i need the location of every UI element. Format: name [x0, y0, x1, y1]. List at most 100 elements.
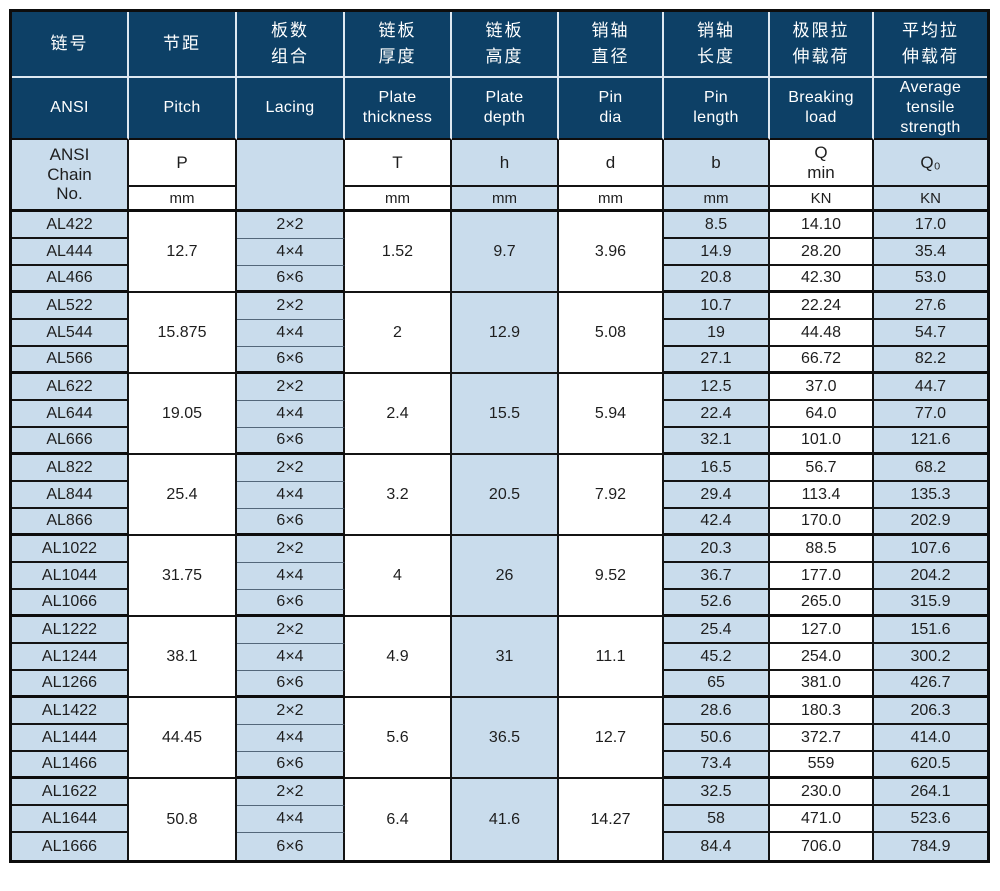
- lacing-cell: 6×6: [237, 833, 345, 860]
- lacing-cell: 2×2: [237, 455, 345, 482]
- average-strength-cell: 414.0: [874, 725, 987, 752]
- breaking-load-cell: 170.0: [770, 509, 874, 536]
- hdr-cn-pin-length: 销轴 长度: [664, 12, 770, 78]
- breaking-load-cell: 42.30: [770, 266, 874, 293]
- plate-depth-cell: 15.5: [452, 374, 559, 455]
- sym-pitch: P: [129, 140, 237, 187]
- lacing-cell: 4×4: [237, 563, 345, 590]
- pitch-cell: 31.75: [129, 536, 237, 617]
- table-row: AL1066 6×6 52.6 265.0 315.9: [12, 590, 987, 617]
- breaking-load-cell: 37.0: [770, 374, 874, 401]
- plate-thickness-cell: 6.4: [345, 779, 452, 860]
- breaking-load-cell: 381.0: [770, 671, 874, 698]
- pin-length-cell: 29.4: [664, 482, 770, 509]
- sym-breaking-load: Q min: [770, 140, 874, 187]
- lacing-cell: 4×4: [237, 401, 345, 428]
- table-row: AL1644 4×4 58 471.0 523.6: [12, 806, 987, 833]
- chain-no-cell: AL1622: [12, 779, 129, 806]
- pin-length-cell: 16.5: [664, 455, 770, 482]
- breaking-load-cell: 127.0: [770, 617, 874, 644]
- pitch-cell: 19.05: [129, 374, 237, 455]
- chain-no-cell: AL1222: [12, 617, 129, 644]
- sym-plate-thickness: T: [345, 140, 452, 187]
- pin-length-cell: 19: [664, 320, 770, 347]
- average-strength-cell: 135.3: [874, 482, 987, 509]
- unit-average-strength: KN: [874, 187, 987, 212]
- lacing-cell: 4×4: [237, 725, 345, 752]
- plate-depth-cell: 9.7: [452, 212, 559, 293]
- table-row: AL1444 4×4 50.6 372.7 414.0: [12, 725, 987, 752]
- unit-pin-length: mm: [664, 187, 770, 212]
- hdr-cn-plate-thickness: 链板 厚度: [345, 12, 452, 78]
- plate-thickness-cell: 2: [345, 293, 452, 374]
- breaking-load-cell: 56.7: [770, 455, 874, 482]
- lacing-cell: 6×6: [237, 428, 345, 455]
- hdr-cn-average-strength: 平均拉 伸载荷: [874, 12, 987, 78]
- breaking-load-cell: 44.48: [770, 320, 874, 347]
- average-strength-cell: 620.5: [874, 752, 987, 779]
- lacing-cell: 4×4: [237, 806, 345, 833]
- breaking-load-cell: 559: [770, 752, 874, 779]
- breaking-load-cell: 372.7: [770, 725, 874, 752]
- lacing-cell: 6×6: [237, 752, 345, 779]
- lacing-cell: 6×6: [237, 590, 345, 617]
- pin-length-cell: 10.7: [664, 293, 770, 320]
- pin-length-cell: 8.5: [664, 212, 770, 239]
- pin-dia-cell: 14.27: [559, 779, 664, 860]
- average-strength-cell: 426.7: [874, 671, 987, 698]
- pin-length-cell: 73.4: [664, 752, 770, 779]
- hdr-en-pitch: Pitch: [129, 78, 237, 140]
- pin-dia-cell: 9.52: [559, 536, 664, 617]
- lacing-cell: 4×4: [237, 320, 345, 347]
- breaking-load-cell: 254.0: [770, 644, 874, 671]
- chain-no-cell: AL1244: [12, 644, 129, 671]
- plate-depth-cell: 26: [452, 536, 559, 617]
- pin-dia-cell: 11.1: [559, 617, 664, 698]
- lacing-cell: 4×4: [237, 239, 345, 266]
- pin-length-cell: 32.5: [664, 779, 770, 806]
- average-strength-cell: 27.6: [874, 293, 987, 320]
- plate-depth-cell: 12.9: [452, 293, 559, 374]
- chain-no-cell: AL1044: [12, 563, 129, 590]
- breaking-load-cell: 180.3: [770, 698, 874, 725]
- pin-length-cell: 65: [664, 671, 770, 698]
- average-strength-cell: 202.9: [874, 509, 987, 536]
- average-strength-cell: 17.0: [874, 212, 987, 239]
- average-strength-cell: 53.0: [874, 266, 987, 293]
- breaking-load-cell: 66.72: [770, 347, 874, 374]
- chain-no-cell: AL444: [12, 239, 129, 266]
- average-strength-cell: 35.4: [874, 239, 987, 266]
- sym-pin-length: b: [664, 140, 770, 187]
- table-row: AL466 6×6 20.8 42.30 53.0: [12, 266, 987, 293]
- plate-thickness-cell: 2.4: [345, 374, 452, 455]
- chain-no-cell: AL1022: [12, 536, 129, 563]
- table-row: AL1666 6×6 84.4 706.0 784.9: [12, 833, 987, 860]
- chain-no-cell: AL1644: [12, 806, 129, 833]
- hdr-en-ansi: ANSI: [12, 78, 129, 140]
- average-strength-cell: 107.6: [874, 536, 987, 563]
- breaking-load-cell: 706.0: [770, 833, 874, 860]
- unit-pin-dia: mm: [559, 187, 664, 212]
- hdr-cn-pitch: 节距: [129, 12, 237, 78]
- table-row: AL1466 6×6 73.4 559 620.5: [12, 752, 987, 779]
- average-strength-cell: 264.1: [874, 779, 987, 806]
- lacing-cell: 4×4: [237, 644, 345, 671]
- pin-length-cell: 52.6: [664, 590, 770, 617]
- sym-pin-dia: d: [559, 140, 664, 187]
- lacing-cell: 6×6: [237, 266, 345, 293]
- table-row: AL1622 50.8 2×2 6.4 41.6 14.27 32.5 230.…: [12, 779, 987, 860]
- breaking-load-cell: 230.0: [770, 779, 874, 806]
- table-row: AL544 4×4 19 44.48 54.7: [12, 320, 987, 347]
- average-strength-cell: 77.0: [874, 401, 987, 428]
- unit-pitch: mm: [129, 187, 237, 212]
- lacing-cell: 2×2: [237, 779, 345, 806]
- plate-thickness-cell: 4.9: [345, 617, 452, 698]
- unit-plate-thickness: mm: [345, 187, 452, 212]
- breaking-load-cell: 28.20: [770, 239, 874, 266]
- table-row: AL422 12.7 2×2 1.52 9.7 3.96 8.5 14.10 1…: [12, 212, 987, 293]
- hdr-en-pin-dia: Pin dia: [559, 78, 664, 140]
- average-strength-cell: 300.2: [874, 644, 987, 671]
- plate-thickness-cell: 5.6: [345, 698, 452, 779]
- pin-length-cell: 42.4: [664, 509, 770, 536]
- table-row: AL444 4×4 14.9 28.20 35.4: [12, 239, 987, 266]
